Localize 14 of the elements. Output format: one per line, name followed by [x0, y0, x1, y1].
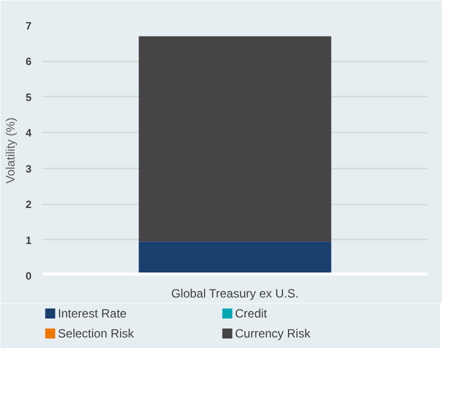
- legend-label: Currency Risk: [235, 326, 312, 340]
- y-tick-label: 7: [26, 20, 32, 32]
- y-tick-label: 6: [26, 56, 32, 68]
- y-tick-label: 2: [26, 199, 32, 212]
- y-tick-label: 4: [26, 128, 32, 140]
- y-axis-title: Volatility (%): [4, 117, 18, 184]
- legend-label: Interest Rate: [58, 306, 127, 320]
- legend-label: Credit: [235, 306, 268, 320]
- y-tick-label: 1: [26, 234, 32, 247]
- legend-label: Selection Risk: [58, 326, 135, 340]
- x-tick-label: Global Treasury ex U.S.: [171, 286, 299, 300]
- y-tick-label: 5: [26, 92, 32, 104]
- y-tick-label: 0: [26, 270, 32, 282]
- y-tick-label: 3: [26, 163, 32, 176]
